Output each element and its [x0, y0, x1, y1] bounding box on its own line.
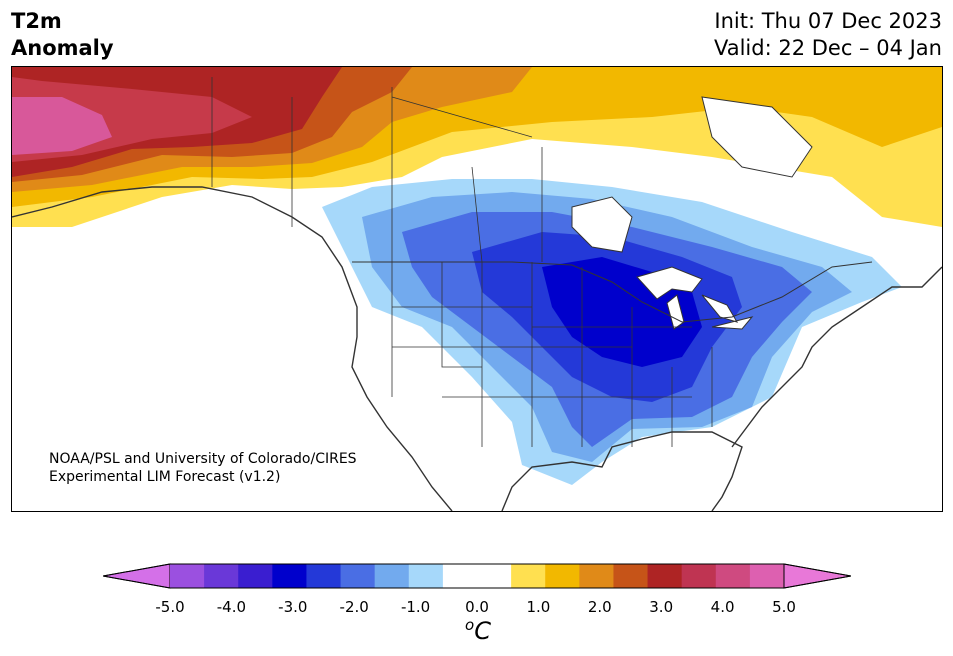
colorbar-segment [442, 564, 478, 588]
colorbar-unit: oC [465, 616, 491, 645]
colorbar-tick-label: -3.0 [278, 598, 308, 616]
colorbar-segment [477, 564, 512, 588]
credit-text: NOAA/PSL and University of Colorado/CIRE… [49, 450, 357, 486]
colorbar-segment [204, 564, 239, 588]
colorbar-tick-label: 4.0 [710, 598, 735, 616]
valid-period: Valid: 22 Dec – 04 Jan [713, 36, 942, 60]
colorbar-tick-label: -1.0 [400, 598, 431, 616]
colorbar-tick-label: 2.0 [587, 598, 612, 616]
hudson-bay-north [701, 96, 813, 178]
colorbar-segment [749, 564, 785, 588]
colorbar-extend-low [102, 563, 171, 589]
colorbar-tick-label: -2.0 [339, 598, 369, 616]
colorbar-extend-high [783, 563, 852, 589]
colorbar-segment [681, 564, 717, 588]
colorbar-segment [272, 564, 307, 588]
colorbar [102, 563, 852, 593]
colorbar-segment [511, 564, 546, 588]
colorbar-segment [647, 564, 683, 588]
colorbar-tick-label: 3.0 [649, 598, 674, 616]
map-title-line2: Anomaly [11, 36, 114, 60]
map-canvas [12, 67, 942, 511]
colorbar-segment [613, 564, 649, 588]
colorbar-tick-label: 1.0 [526, 598, 551, 616]
hudson-bay [571, 196, 633, 253]
colorbar-segment [408, 564, 444, 588]
anomaly-map: NOAA/PSL and University of Colorado/CIRE… [11, 66, 943, 512]
colorbar-segment [715, 564, 751, 588]
continent-outline [12, 186, 942, 511]
map-title-line1: T2m [11, 9, 62, 33]
state-borders [391, 262, 713, 447]
colorbar-segment [238, 564, 273, 588]
init-date: Init: Thu 07 Dec 2023 [714, 9, 942, 33]
colorbar-tick-label: 0.0 [465, 598, 489, 616]
us-canada-border [352, 261, 873, 323]
credit-line2: Experimental LIM Forecast (v1.2) [49, 469, 281, 485]
forecast-dates: Init: Thu 07 Dec 2023 Valid: 22 Dec – 04… [714, 8, 942, 62]
magenta-region [12, 97, 112, 155]
degree-sign: o [465, 616, 475, 634]
colorbar-tick-label: 5.0 [772, 598, 796, 616]
colorbar-segment [374, 564, 410, 588]
colorbar-segment [340, 564, 376, 588]
credit-line1: NOAA/PSL and University of Colorado/CIRE… [49, 451, 357, 467]
colorbar-tick-label: -4.0 [216, 598, 247, 616]
colorbar-svg [102, 563, 852, 589]
colorbar-segment [545, 564, 580, 588]
colorbar-segment [579, 564, 614, 588]
colorbar-segment [170, 564, 205, 588]
colorbar-segment [306, 564, 342, 588]
map-title: T2m Anomaly [11, 8, 114, 62]
canada-provinces [211, 77, 543, 263]
unit-label: C [474, 617, 491, 645]
colorbar-tick-label: -5.0 [155, 598, 185, 616]
